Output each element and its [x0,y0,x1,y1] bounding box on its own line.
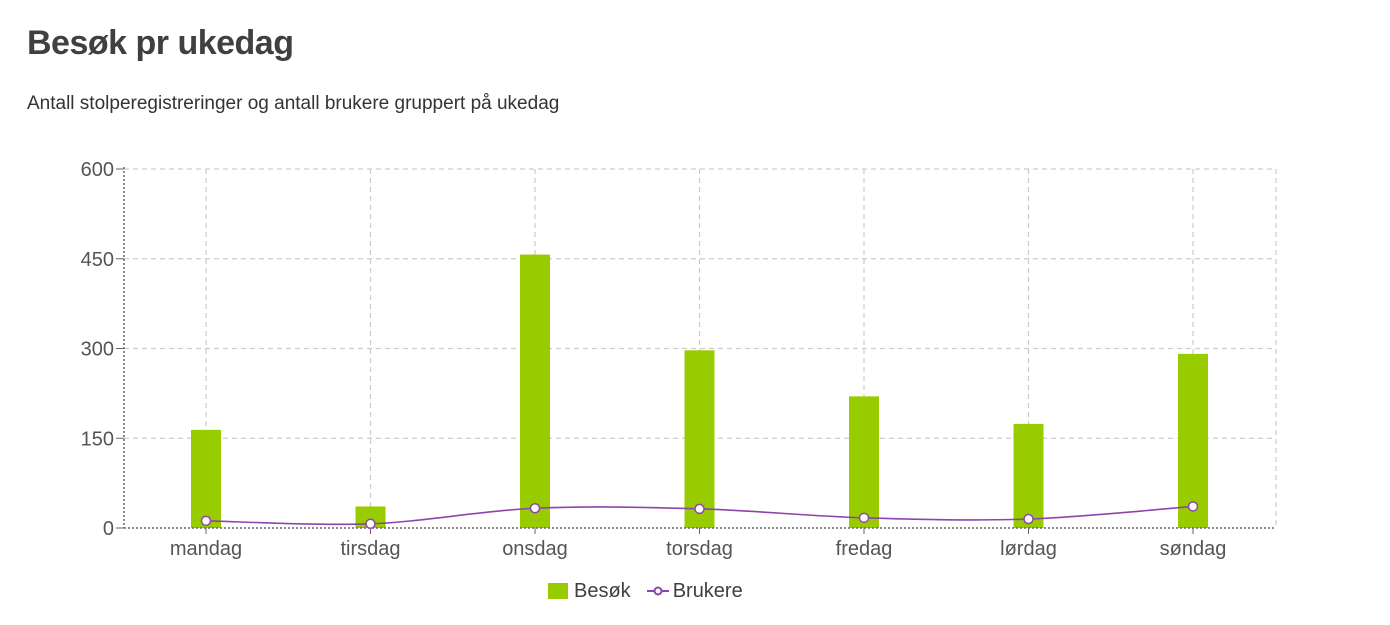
y-tick-label: 450 [81,249,114,271]
y-tick-label: 300 [81,339,114,361]
point-brukere [529,503,541,514]
bar-besok [849,396,879,528]
y-tick-label: 150 [81,428,114,450]
x-tick-label: mandag [170,538,242,560]
point-brukere [365,518,376,530]
point-brukere [694,503,705,515]
point-brukere [1187,501,1199,512]
legend-item-brukere[interactable]: Brukere [631,580,743,603]
legend-line-marker-icon [646,586,669,596]
x-tick-label: onsdag [502,538,568,560]
chart-subtitle: Antall stolperegistreringer og antall br… [27,93,560,114]
legend-label-besok: Besøk [574,579,631,602]
bar-besok [1013,423,1044,528]
bar-besok [355,506,386,528]
legend-label-brukere: Brukere [672,579,743,602]
bar-besok [1178,353,1208,528]
bar-besok [520,254,550,529]
legend: Besøk Brukere [548,576,743,606]
legend-swatch-besok [548,583,568,599]
x-tick-label: søndag [1160,538,1227,560]
x-tick-label: tirsdag [340,538,400,560]
point-brukere [200,515,212,527]
x-tick-label: torsdag [666,538,733,560]
labels-layer: 0 150 300 450 600 mandag tirsdag onsdag torsdag f… [81,159,1227,560]
x-tick-label: fredag [836,538,893,560]
line-layer [200,501,1199,530]
y-tick-label: 600 [81,159,114,181]
legend-item-besok[interactable]: Besøk [548,580,631,603]
point-brukere [858,512,870,524]
bar-besok [684,350,715,528]
point-brukere [1023,513,1034,525]
y-tick-label: 0 [103,518,114,540]
bar-besok [191,429,221,528]
x-tick-label: lørdag [1000,538,1057,560]
chart-title: Besøk pr ukedag [27,24,294,62]
bars-layer [191,254,1208,529]
